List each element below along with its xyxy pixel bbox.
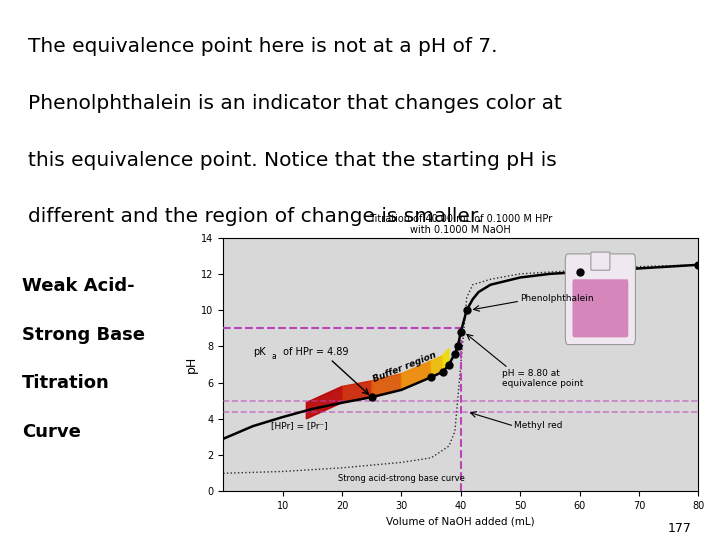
Text: pH = 8.80 at
equivalence point: pH = 8.80 at equivalence point	[503, 369, 584, 388]
Text: Phenolphthalein: Phenolphthalein	[521, 294, 594, 303]
Text: Curve: Curve	[22, 423, 81, 441]
Text: Strong Base: Strong Base	[22, 326, 145, 344]
Text: Buffer region: Buffer region	[372, 350, 438, 384]
Polygon shape	[372, 374, 402, 397]
FancyBboxPatch shape	[565, 254, 636, 345]
Text: pK: pK	[253, 347, 266, 356]
Text: 177: 177	[667, 522, 691, 535]
Text: Weak Acid-: Weak Acid-	[22, 277, 135, 295]
Text: Strong acid-strong base curve: Strong acid-strong base curve	[338, 474, 465, 483]
Text: this equivalence point. Notice that the starting pH is: this equivalence point. Notice that the …	[28, 151, 557, 170]
Polygon shape	[342, 381, 372, 403]
Text: a: a	[272, 352, 276, 361]
Text: [HPr] = [Pr⁻]: [HPr] = [Pr⁻]	[271, 421, 328, 430]
Polygon shape	[402, 361, 431, 390]
Title: Titration of 40.00 mL of 0.1000 M HPr
with 0.1000 M NaOH: Titration of 40.00 mL of 0.1000 M HPr wi…	[369, 214, 552, 235]
FancyBboxPatch shape	[591, 252, 610, 270]
Y-axis label: pH: pH	[185, 356, 198, 373]
Polygon shape	[307, 387, 342, 419]
Text: The equivalence point here is not at a pH of 7.: The equivalence point here is not at a p…	[28, 37, 498, 56]
FancyBboxPatch shape	[572, 279, 629, 338]
Text: different and the region of change is smaller.: different and the region of change is sm…	[28, 207, 483, 226]
X-axis label: Volume of NaOH added (mL): Volume of NaOH added (mL)	[387, 517, 535, 526]
Polygon shape	[431, 355, 443, 377]
Polygon shape	[443, 348, 449, 372]
Text: of HPr = 4.89: of HPr = 4.89	[279, 347, 348, 356]
Text: Phenolphthalein is an indicator that changes color at: Phenolphthalein is an indicator that cha…	[28, 94, 562, 113]
Text: Methyl red: Methyl red	[514, 421, 563, 430]
Text: Titration: Titration	[22, 374, 110, 393]
